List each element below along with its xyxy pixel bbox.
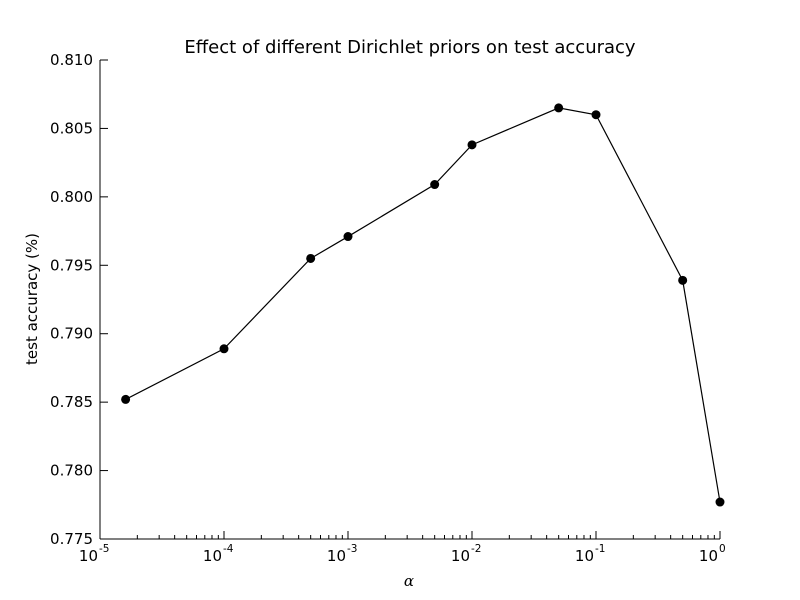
x-tick-label: 10	[451, 547, 470, 565]
data-point	[467, 140, 477, 150]
x-tick-label: 10	[699, 547, 718, 565]
x-tick-exponent: -3	[347, 543, 357, 555]
data-point	[430, 180, 440, 190]
y-tick-label: 0.800	[50, 188, 93, 206]
x-axis-ticks: 10 -5 10 -4 10 -3 10 -2 10 -1 10 0	[79, 531, 726, 565]
x-tick-label: 10	[327, 547, 346, 565]
y-tick-label: 0.780	[50, 462, 93, 480]
data-point	[678, 275, 688, 285]
x-tick-label: 10	[79, 547, 98, 565]
series-line	[125, 107, 721, 503]
x-tick-label: 10	[575, 547, 594, 565]
y-axis-ticks: 0.775 0.780 0.785 0.790 0.795 0.800 0.805 0.810	[50, 51, 108, 548]
x-axis-label: α	[404, 572, 414, 590]
y-tick-label: 0.795	[50, 256, 93, 274]
data-series	[121, 103, 725, 507]
data-point	[591, 110, 601, 120]
y-tick-label: 0.790	[50, 325, 93, 343]
data-point	[715, 497, 725, 507]
y-tick-label: 0.810	[50, 51, 93, 69]
x-tick-label: 10	[203, 547, 222, 565]
y-tick-label: 0.775	[50, 530, 93, 548]
y-axis-label: test accuracy (%)	[23, 233, 41, 365]
data-point	[121, 394, 131, 404]
data-point	[219, 344, 229, 354]
data-point	[306, 253, 316, 263]
chart-title: Effect of different Dirichlet priors on …	[184, 37, 636, 58]
plot-axes	[99, 60, 720, 540]
data-point	[554, 103, 564, 113]
x-tick-exponent: -5	[99, 543, 109, 555]
y-tick-label: 0.805	[50, 119, 93, 137]
x-tick-exponent: 0	[719, 543, 726, 555]
x-tick-exponent: -1	[595, 543, 605, 555]
x-tick-exponent: -4	[223, 543, 234, 555]
x-tick-exponent: -2	[471, 543, 481, 555]
data-point	[343, 232, 353, 242]
y-tick-label: 0.785	[50, 393, 93, 411]
